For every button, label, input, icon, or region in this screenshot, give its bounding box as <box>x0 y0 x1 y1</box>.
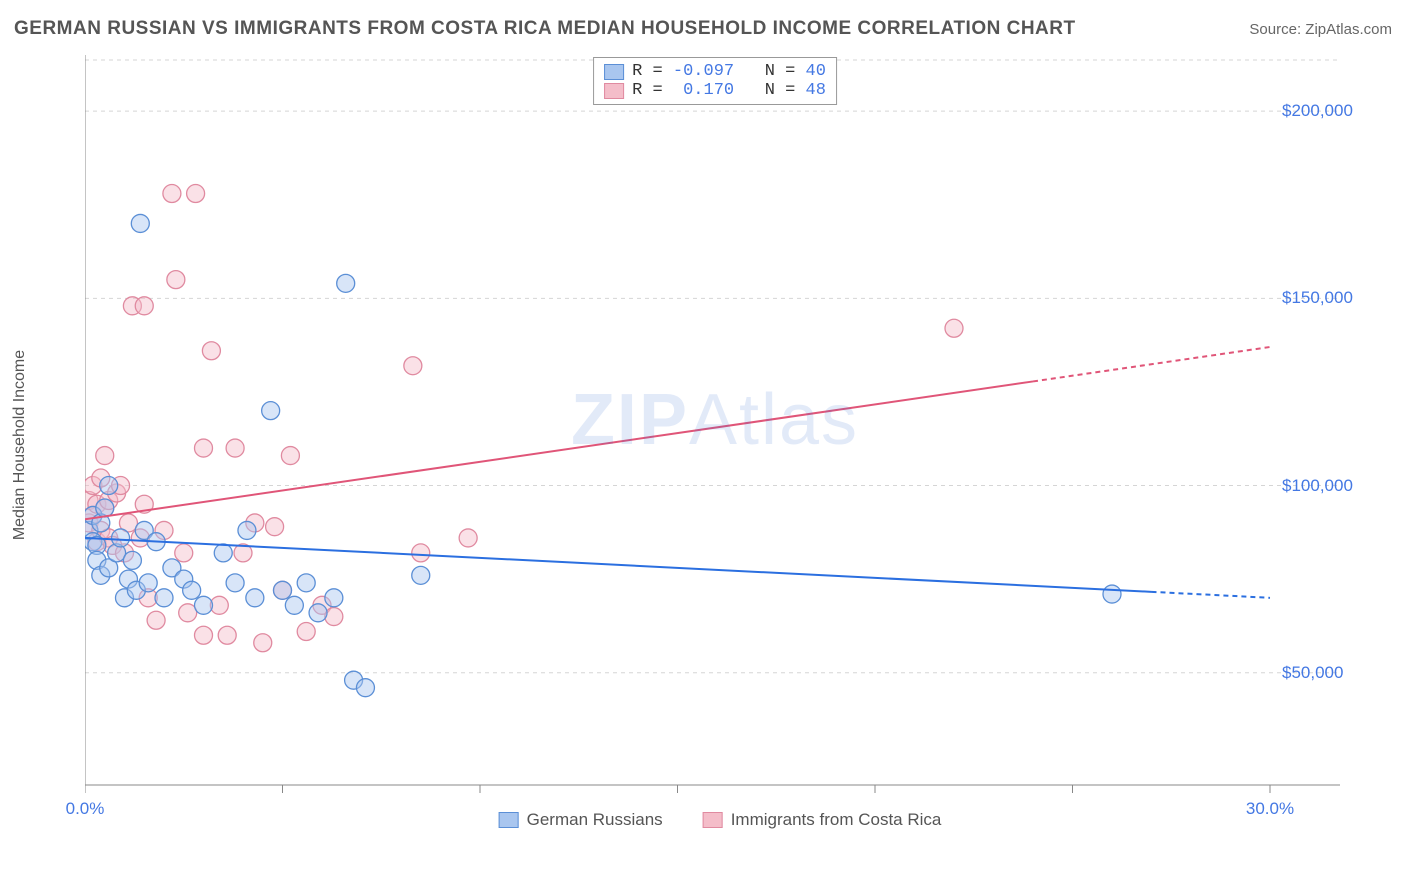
legend-corr-row: R = 0.170 N = 48 <box>604 81 826 100</box>
y-tick-label: $100,000 <box>1282 476 1353 496</box>
legend-swatch <box>604 64 624 80</box>
legend-corr-row: R = -0.097 N = 40 <box>604 62 826 81</box>
chart-area: Median Household Income ZIPAtlas R = -0.… <box>50 55 1390 835</box>
series-legend: German Russians Immigrants from Costa Ric… <box>499 810 942 830</box>
source-label: Source: <box>1249 21 1305 38</box>
legend-label: German Russians <box>527 810 663 830</box>
correlation-legend: R = -0.097 N = 40R = 0.170 N = 48 <box>593 57 837 105</box>
legend-swatch <box>499 812 519 828</box>
source: Source: ZipAtlas.com <box>1249 21 1392 38</box>
header: GERMAN RUSSIAN VS IMMIGRANTS FROM COSTA … <box>14 18 1392 40</box>
chart-title: GERMAN RUSSIAN VS IMMIGRANTS FROM COSTA … <box>14 18 1076 40</box>
y-tick-label: $50,000 <box>1282 663 1343 683</box>
legend-corr-text: R = -0.097 N = 40 <box>632 62 826 81</box>
source-name: ZipAtlas.com <box>1305 21 1392 38</box>
x-tick-label: 0.0% <box>66 799 105 819</box>
y-tick-label: $200,000 <box>1282 101 1353 121</box>
scatter-chart <box>85 55 1345 815</box>
y-tick-label: $150,000 <box>1282 288 1353 308</box>
legend-corr-text: R = 0.170 N = 48 <box>632 81 826 100</box>
legend-label: Immigrants from Costa Rica <box>731 810 942 830</box>
plot: ZIPAtlas R = -0.097 N = 40R = 0.170 N = … <box>85 55 1345 815</box>
legend-swatch <box>604 83 624 99</box>
x-tick-label: 30.0% <box>1246 799 1294 819</box>
legend-item: Immigrants from Costa Rica <box>703 810 942 830</box>
legend-swatch <box>703 812 723 828</box>
legend-item: German Russians <box>499 810 663 830</box>
y-axis-label: Median Household Income <box>11 350 29 540</box>
